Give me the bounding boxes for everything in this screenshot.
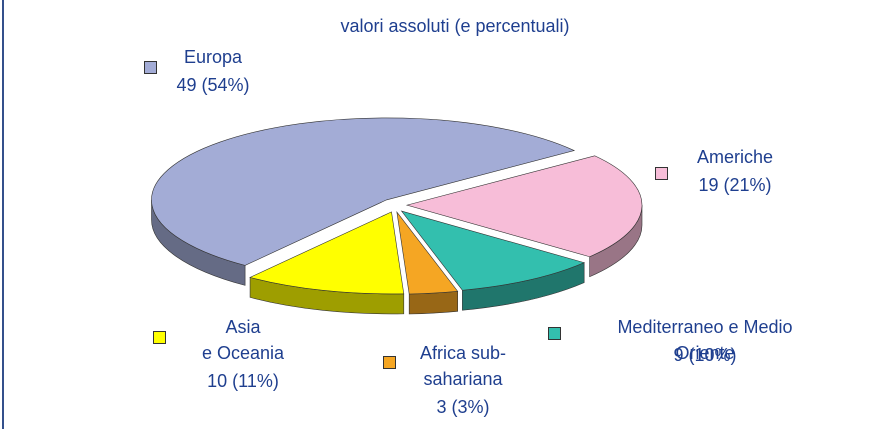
slice-label: Asia e Oceania [201,317,285,363]
slice [249,211,405,295]
frame-edge [2,0,4,429]
value-label: 10 (11%) [207,371,279,391]
slice [396,211,459,295]
slice-label: Americhe [696,147,774,167]
legend-swatch [383,356,396,369]
legend-swatch [655,167,668,180]
slice [400,210,586,291]
slice-label: Europa [183,47,243,67]
slice-side [408,290,458,315]
legend-swatch [144,61,157,74]
chart-title: valori assoluti (e percentuali) [340,16,570,36]
value-label: 49 (54%) [176,75,250,95]
value-label: 3 (3%) [436,397,490,417]
value-label: 19 (21%) [698,175,772,195]
slice-label: Africa sub- sahariana [419,343,507,389]
legend-swatch [548,327,561,340]
value-label: 9 (10%) [673,345,737,365]
slice [405,155,643,258]
legend-swatch [153,331,166,344]
slice-label: Mediterraneo e Medio Oriente [617,317,793,363]
slice [151,117,576,266]
